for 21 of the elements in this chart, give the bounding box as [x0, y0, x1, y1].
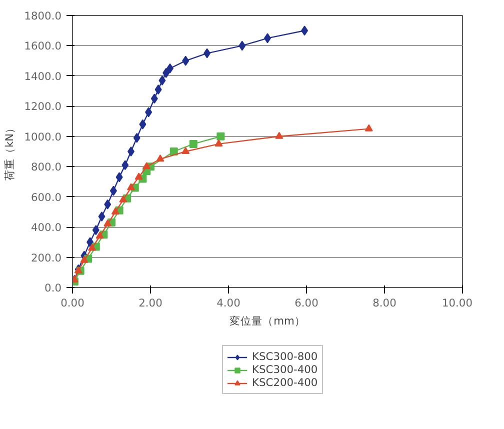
y-tick-label: 200.0	[30, 251, 62, 264]
x-axis-title: 変位量（mm）	[230, 314, 306, 328]
x-tick-label: 6.00	[294, 296, 319, 310]
y-tick-label: 800.0	[30, 160, 62, 174]
y-tick-label: 1400.0	[24, 70, 62, 83]
y-tick-label: 400.0	[30, 221, 62, 234]
y-tick-label: 0.0	[44, 282, 62, 294]
x-tick-label: 8.00	[372, 296, 397, 310]
legend-label: KSC300-400	[252, 363, 318, 376]
y-tick-label: 600.0	[30, 190, 62, 204]
x-tick-label: 0.00	[60, 296, 85, 310]
y-tick-label: 1000.0	[24, 130, 62, 144]
x-tick-label: 2.00	[138, 296, 163, 310]
y-tick-label: 1800.0	[24, 10, 62, 22]
legend-label: KSC300-800	[252, 350, 318, 363]
x-tick-label: 10.00	[442, 296, 473, 310]
y-axis-title: 荷重（kN）	[3, 122, 16, 181]
y-tick-label: 1600.0	[24, 40, 62, 53]
legend-label: KSC200-400	[252, 376, 318, 389]
x-tick-label: 4.00	[216, 296, 241, 310]
y-tick-label: 1200.0	[24, 100, 62, 114]
